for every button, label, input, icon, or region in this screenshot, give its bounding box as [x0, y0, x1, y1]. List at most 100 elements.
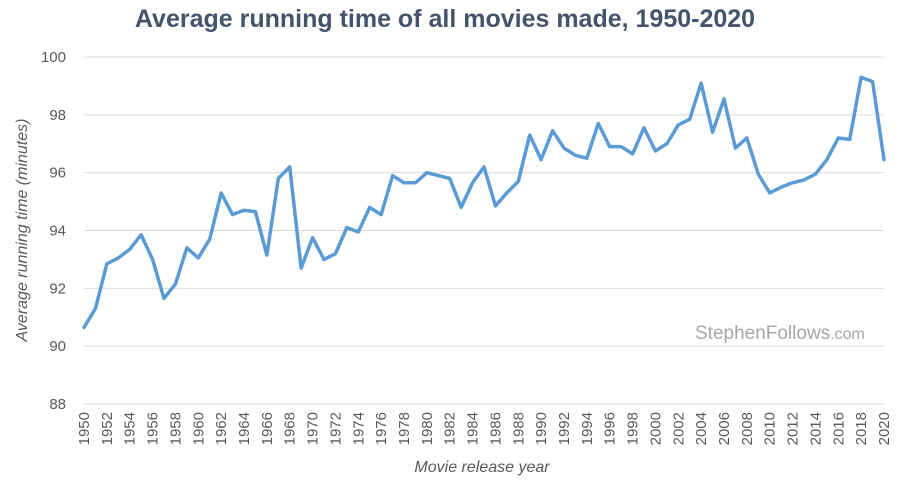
- watermark-tld: .com: [830, 326, 865, 343]
- x-tick-label: 1984: [465, 412, 482, 445]
- data-point-1981: [436, 174, 440, 177]
- data-point-1984: [471, 181, 474, 185]
- data-point-2005: [711, 130, 714, 134]
- data-point-2008: [745, 136, 749, 140]
- data-point-2004: [699, 81, 703, 85]
- watermark: StephenFollows.com: [695, 323, 865, 344]
- x-tick-label: 1950: [76, 412, 93, 445]
- data-point-1986: [494, 204, 497, 208]
- y-tick-label: 98: [49, 107, 66, 124]
- x-tick-label: 1954: [122, 412, 139, 445]
- data-point-1972: [334, 252, 337, 256]
- data-point-2010: [768, 191, 772, 195]
- data-point-1980: [425, 171, 429, 175]
- data-point-1992: [562, 146, 566, 150]
- data-point-1989: [528, 133, 532, 137]
- data-point-1979: [414, 181, 417, 185]
- data-point-1970: [311, 236, 314, 240]
- data-point-1956: [151, 258, 154, 261]
- data-point-2000: [654, 149, 657, 153]
- data-point-1950: [82, 325, 86, 329]
- data-point-1958: [174, 282, 177, 286]
- data-point-2009: [756, 172, 760, 176]
- x-tick-label: 2020: [876, 412, 893, 445]
- data-point-1993: [574, 153, 577, 157]
- data-point-1996: [608, 145, 612, 149]
- data-point-1998: [631, 152, 634, 156]
- data-point-2015: [825, 158, 829, 162]
- x-tick-label: 1978: [396, 412, 413, 445]
- data-point-1967: [276, 177, 280, 180]
- data-point-1982: [448, 177, 452, 180]
- x-tick-label: 1958: [167, 412, 184, 445]
- data-point-1971: [322, 258, 326, 261]
- data-point-1963: [231, 213, 234, 217]
- data-point-2019: [871, 80, 874, 83]
- x-axis-ticks: 1950 1952 1954 1956 1958 1960 1962 1964 1966 1968…: [76, 412, 893, 445]
- data-point-1952: [105, 262, 109, 266]
- x-tick-label: 2014: [807, 412, 824, 445]
- y-tick-label: 96: [49, 165, 66, 182]
- data-point-1978: [402, 181, 406, 185]
- data-point-1976: [379, 213, 383, 217]
- x-tick-label: 1960: [190, 412, 207, 445]
- data-point-1973: [345, 226, 349, 230]
- data-point-1953: [116, 256, 120, 260]
- data-point-1985: [482, 165, 486, 169]
- x-tick-label: 1970: [305, 412, 322, 445]
- x-tick-label: 1980: [419, 412, 436, 445]
- data-point-2002: [676, 123, 680, 127]
- x-tick-label: 1976: [373, 412, 390, 445]
- x-tick-label: 1996: [602, 412, 619, 445]
- data-point-2014: [814, 172, 817, 176]
- data-point-1962: [219, 191, 223, 195]
- series-layer: [82, 75, 886, 330]
- data-point-1959: [185, 246, 189, 250]
- data-point-1964: [242, 208, 246, 212]
- x-tick-label: 2012: [785, 412, 802, 445]
- data-point-1997: [619, 145, 623, 149]
- data-point-1990: [539, 158, 543, 162]
- data-point-2018: [859, 75, 863, 79]
- x-tick-label: 2006: [716, 412, 733, 445]
- data-point-1983: [459, 205, 463, 209]
- data-point-2011: [779, 185, 783, 189]
- data-point-2013: [802, 178, 806, 182]
- chart-title: Average running time of all movies made,…: [135, 5, 755, 33]
- x-tick-label: 1956: [145, 412, 162, 445]
- data-point-1987: [505, 191, 509, 195]
- data-point-1994: [585, 156, 589, 160]
- data-point-2016: [836, 136, 840, 140]
- y-tick-label: 92: [49, 280, 66, 297]
- x-tick-label: 2000: [647, 412, 664, 445]
- x-tick-label: 1952: [99, 412, 116, 445]
- x-tick-label: 2002: [670, 412, 687, 445]
- data-point-1991: [551, 129, 554, 133]
- x-tick-label: 1992: [556, 412, 573, 445]
- data-point-2017: [848, 138, 852, 141]
- data-point-1999: [642, 126, 646, 130]
- data-point-1988: [516, 179, 520, 183]
- data-point-1955: [139, 233, 143, 237]
- x-tick-label: 1990: [533, 412, 550, 445]
- data-point-1960: [196, 256, 200, 260]
- x-tick-label: 2018: [853, 412, 870, 445]
- y-tick-label: 88: [49, 396, 66, 413]
- x-tick-label: 1972: [327, 412, 344, 445]
- gridlines: [84, 56, 884, 405]
- x-tick-label: 1988: [510, 412, 527, 445]
- data-point-1961: [208, 237, 212, 241]
- x-tick-label: 1968: [282, 412, 299, 445]
- data-point-1957: [162, 297, 166, 300]
- y-tick-label: 94: [49, 223, 66, 240]
- x-tick-label: 1998: [625, 412, 642, 445]
- x-tick-label: 2010: [762, 412, 779, 445]
- data-point-2012: [791, 181, 794, 185]
- y-tick-label: 100: [41, 49, 66, 66]
- data-point-2003: [688, 117, 692, 121]
- data-point-1966: [265, 253, 269, 257]
- data-point-1974: [356, 230, 360, 234]
- data-point-1975: [368, 205, 372, 209]
- data-point-1951: [94, 307, 97, 310]
